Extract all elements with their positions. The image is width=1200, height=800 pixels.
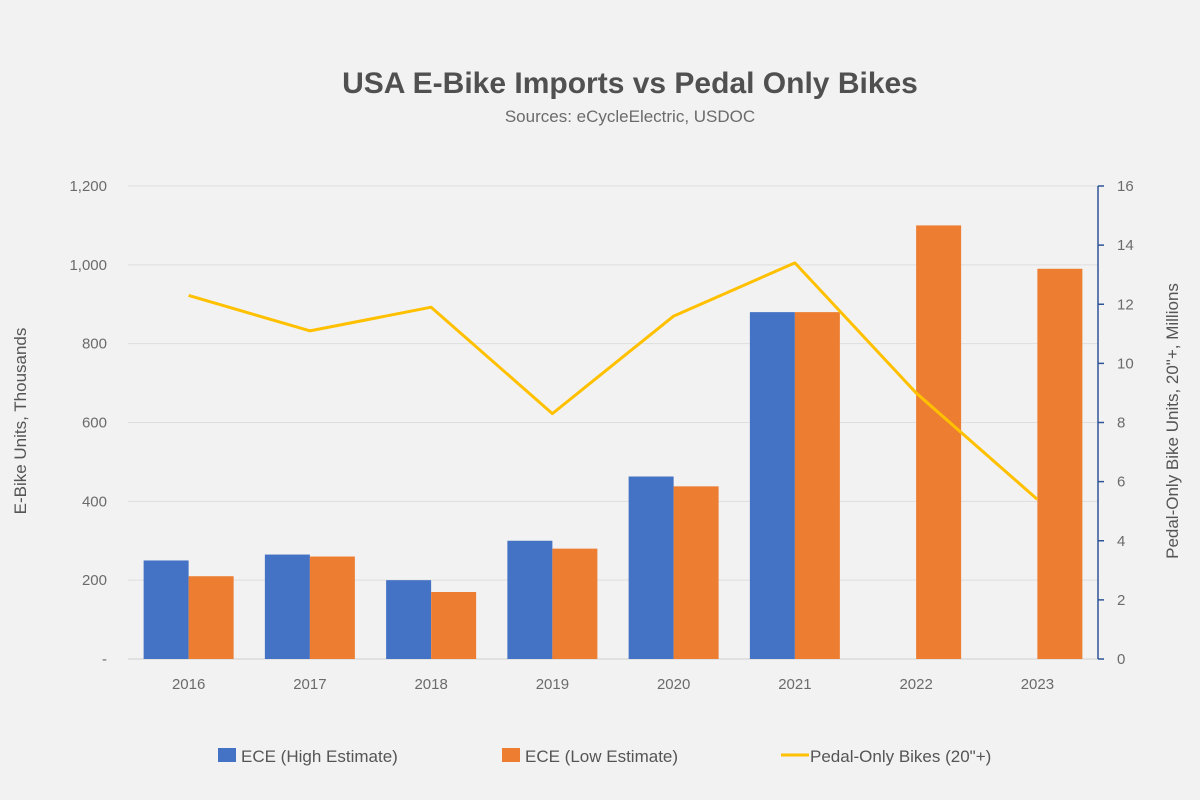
line-series [188, 261, 1039, 501]
left-axis-title: E-Bike Units, Thousands [11, 328, 30, 515]
x-tick-label: 2016 [172, 676, 205, 693]
bar-high-estimate [749, 312, 795, 659]
bar-low-estimate [1037, 268, 1083, 659]
right-tick-label: 2 [1117, 592, 1125, 609]
bars [143, 225, 1083, 659]
bar-low-estimate [916, 225, 962, 659]
right-tick-label: 12 [1117, 296, 1134, 313]
left-tick-label: 200 [82, 572, 107, 589]
right-axis-title: Pedal-Only Bike Units, 20"+, Millions [1163, 283, 1182, 559]
legend-label: ECE (Low Estimate) [525, 747, 678, 766]
left-tick-label: 1,200 [69, 178, 107, 195]
left-tick-label: 800 [82, 336, 107, 353]
right-tick-label: 16 [1117, 178, 1134, 195]
axes: - 200 400 600 800 1,000 1,200 0 2 4 6 8 10 12 14 16 2016… [69, 178, 1133, 693]
chart-subtitle: Sources: eCycleElectric, USDOC [505, 107, 755, 126]
x-tick-label: 2022 [899, 676, 932, 693]
left-tick-label: 400 [82, 493, 107, 510]
left-tick-label: 600 [82, 415, 107, 432]
right-tick-label: 10 [1117, 355, 1134, 372]
chart-title: USA E-Bike Imports vs Pedal Only Bikes [342, 67, 918, 100]
bar-low-estimate [552, 548, 598, 659]
right-tick-label: 6 [1117, 474, 1125, 491]
legend: ECE (High Estimate) ECE (Low Estimate) Ped… [218, 747, 991, 766]
bar-low-estimate [673, 486, 719, 659]
left-tick-label: - [102, 651, 107, 668]
bar-high-estimate [143, 560, 189, 659]
x-tick-label: 2019 [536, 676, 569, 693]
bar-low-estimate [309, 556, 355, 659]
x-tick-label: 2018 [414, 676, 447, 693]
bar-high-estimate [507, 540, 553, 659]
x-tick-label: 2021 [778, 676, 811, 693]
x-tick-label: 2023 [1021, 676, 1054, 693]
bar-high-estimate [628, 476, 674, 659]
legend-label: Pedal-Only Bikes (20"+) [810, 747, 991, 766]
bar-high-estimate [386, 580, 432, 659]
right-tick-label: 14 [1117, 237, 1134, 254]
bar-low-estimate [794, 312, 840, 659]
right-tick-label: 8 [1117, 415, 1125, 432]
legend-swatch [218, 748, 236, 762]
bar-low-estimate [188, 576, 234, 659]
right-tick-label: 4 [1117, 533, 1125, 550]
pedal-only-line [188, 261, 1039, 501]
left-tick-label: 1,000 [69, 257, 107, 274]
legend-swatch [502, 748, 520, 762]
legend-label: ECE (High Estimate) [241, 747, 398, 766]
right-tick-label: 0 [1117, 651, 1125, 668]
x-tick-label: 2020 [657, 676, 690, 693]
bar-high-estimate [264, 554, 310, 659]
bar-low-estimate [431, 591, 477, 659]
x-tick-label: 2017 [293, 676, 326, 693]
